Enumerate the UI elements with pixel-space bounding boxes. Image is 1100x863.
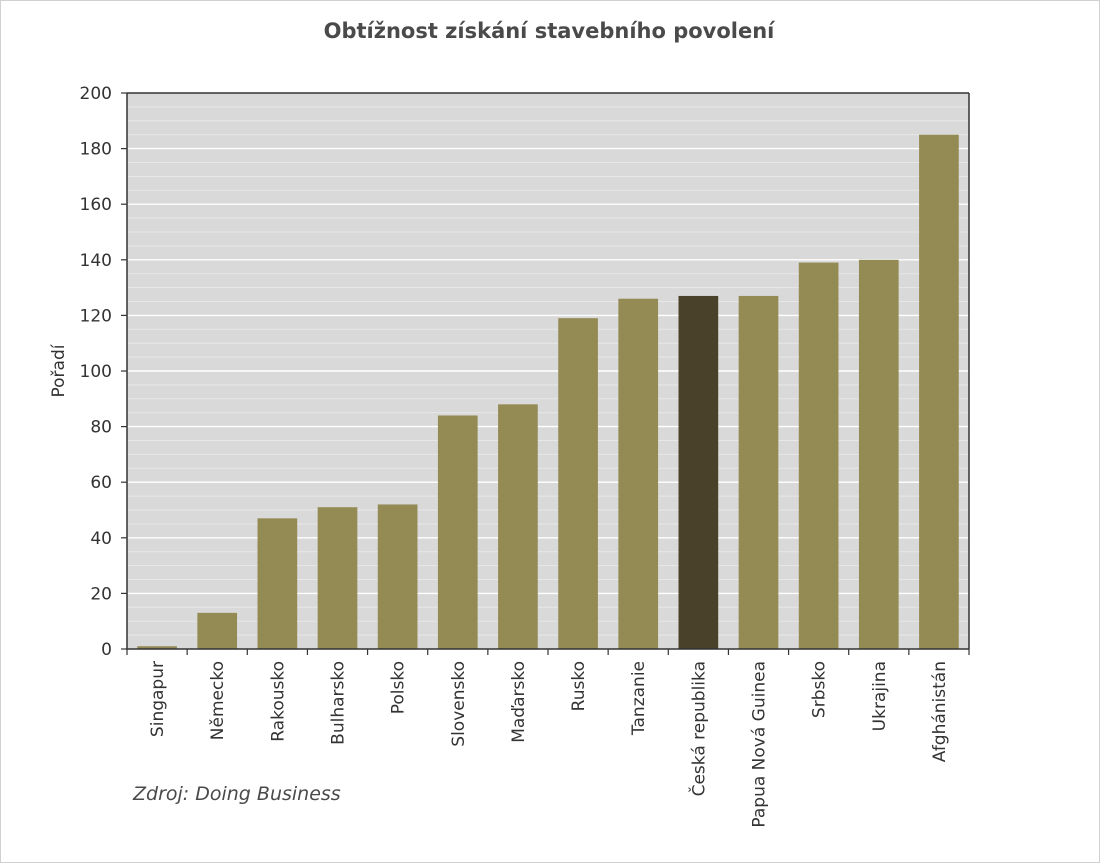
y-tick-label: 20 [90,584,112,604]
y-tick-label: 200 [80,84,112,104]
y-tick-labels: 0 20 40 60 80 100 120 140 160 180 200 [80,84,112,660]
bar-2 [257,518,298,649]
bar-4 [377,504,418,649]
x-tick-label: Bulharsko [329,661,349,745]
bar-12 [858,259,899,649]
x-tick-label: Rakousko [268,661,288,742]
x-tick-label: Papua Nová Guinea [750,661,770,828]
x-tick-label: Maďarsko [509,661,529,743]
x-tick-label: Německo [208,661,228,740]
x-tick-label: Singapur [148,661,168,737]
bar-11 [798,262,839,649]
x-tick-label: Ukrajina [870,661,890,731]
x-tick-labels: Singapur Německo Rakousko Bulharsko Polsko Sl… [148,661,950,828]
bar-0 [137,646,177,649]
x-tick-label: Česká republika [687,661,709,796]
x-tick-label: Afghánistán [930,661,950,762]
y-axis-label: Pořadí [49,343,69,397]
y-tick-label: 0 [101,640,112,660]
bar-10 [738,295,779,649]
bar-7 [558,318,598,649]
bar-8 [618,298,659,649]
x-tick-label: Rusko [569,661,589,711]
x-tick-label: Tanzanie [629,661,649,736]
y-tick-label: 120 [80,306,112,326]
y-tick-label: 60 [90,473,112,493]
source-note: Zdroj: Doing Business [132,783,341,805]
bar-6 [498,404,538,649]
bar-13 [919,134,959,649]
bar-3 [317,507,358,649]
bar-1 [197,612,238,649]
y-tick-label: 160 [80,195,112,215]
y-tick-label: 100 [80,362,112,382]
bar-5 [437,415,478,649]
y-tick-label: 40 [90,529,112,549]
y-tick-label: 80 [90,418,112,438]
x-tick-label: Srbsko [810,661,830,718]
x-tick-label: Slovensko [449,661,469,747]
axes [121,92,970,655]
chart-title: Obtížnost získání stavebního povolení [324,19,777,43]
y-tick-label: 140 [80,251,112,271]
x-tick-label: Polsko [389,661,409,714]
bar-9 [678,295,719,649]
bars [137,134,959,649]
y-tick-label: 180 [80,140,112,160]
